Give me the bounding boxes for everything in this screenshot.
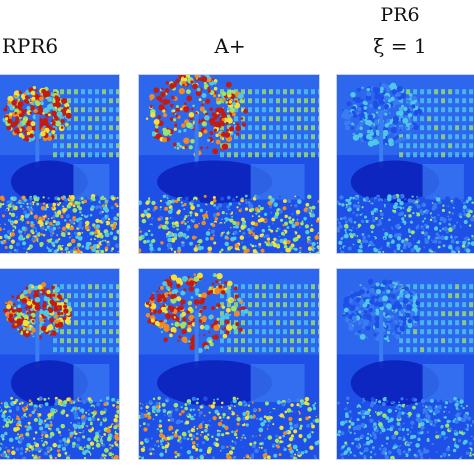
error-map-pr6-bottom	[336, 268, 474, 460]
error-map-a-plus-bottom	[138, 268, 320, 460]
column-label-xi: ξ = 1	[373, 34, 427, 58]
error-map-a-plus-top	[138, 74, 320, 254]
column-label-a-plus: A+	[214, 34, 246, 58]
error-map-rpr6-bottom	[0, 268, 120, 460]
column-label-rpr6: RPR6	[1, 34, 59, 58]
error-map-rpr6-top	[0, 74, 120, 254]
column-label-pr6: PR6	[380, 4, 420, 26]
error-map-pr6-top	[336, 74, 474, 254]
